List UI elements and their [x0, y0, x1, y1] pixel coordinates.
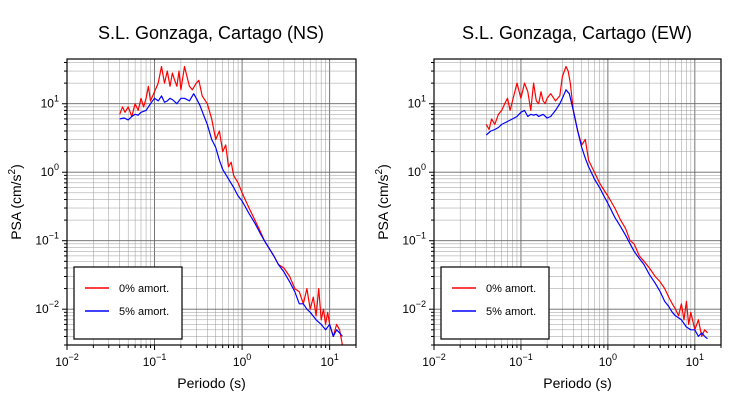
legend: 0% amort. 5% amort.	[440, 266, 550, 340]
x-tick-label: 10−2	[422, 352, 446, 369]
legend-box	[73, 266, 183, 340]
y-tick-label: 10−2	[35, 299, 59, 316]
legend-label: 5% amort.	[486, 306, 536, 318]
y-tick-label: 100	[408, 162, 426, 179]
chart-title: S.L. Gonzaga, Cartago (NS)	[98, 23, 324, 43]
chart-title: S.L. Gonzaga, Cartago (EW)	[462, 23, 692, 43]
series-line-red	[119, 65, 343, 345]
chart-panel-2: 10−2 10−1 100 101 10−2 10−1 100 101 S.L. Gonzaga…	[374, 23, 722, 391]
x-tick-label: 10−1	[509, 352, 533, 369]
x-tick-label: 100	[233, 352, 251, 369]
legend-label: 0% amort.	[119, 283, 169, 295]
y-tick-label: 101	[408, 94, 426, 111]
y-tick-label: 101	[41, 94, 59, 111]
x-tick-label: 10−2	[55, 352, 79, 369]
y-axis-label: PSA (cm/s2)	[7, 164, 24, 240]
series-line-blue	[119, 93, 343, 337]
x-axis-label: Periodo (s)	[177, 375, 245, 391]
y-tick-label: 10−1	[35, 231, 59, 248]
series-line-blue	[485, 89, 708, 340]
y-tick-label: 10−2	[402, 299, 426, 316]
legend-label: 0% amort.	[486, 283, 536, 295]
legend-label: 5% amort.	[119, 306, 169, 318]
x-tick-label: 10−1	[143, 352, 167, 369]
plot-frame	[66, 58, 357, 346]
x-tick-label: 101	[320, 352, 338, 369]
x-tick-label: 100	[599, 352, 617, 369]
x-axis-label: Periodo (s)	[543, 375, 611, 391]
chart-panel-1: 10−2 10−1 100 101 10−2 10−1 100 101 S.L. Gonzaga…	[7, 23, 357, 391]
y-axis-label: PSA (cm/s2)	[374, 164, 391, 240]
x-tick-label: 101	[686, 352, 704, 369]
legend: 0% amort. 5% amort.	[73, 266, 183, 340]
y-tick-label: 100	[41, 162, 59, 179]
y-tick-label: 10−1	[402, 231, 426, 248]
plot-frame	[433, 58, 722, 346]
legend-box	[440, 266, 550, 340]
